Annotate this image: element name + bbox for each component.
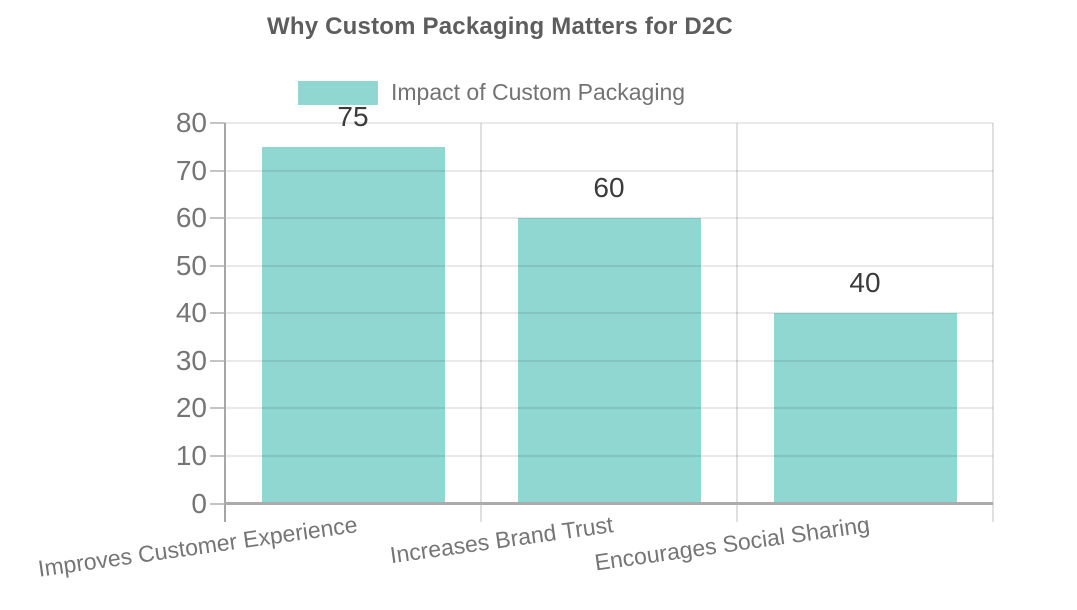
legend: Impact of Custom Packaging <box>298 79 685 106</box>
gridline-horizontal <box>211 169 993 172</box>
y-axis-tick <box>210 359 225 362</box>
legend-label: Impact of Custom Packaging <box>391 79 686 105</box>
gridline-horizontal <box>211 312 993 315</box>
y-axis-tick <box>210 407 225 410</box>
y-axis-tick <box>210 217 225 220</box>
bar-value-label: 75 <box>337 100 369 132</box>
y-axis-tick <box>210 122 225 124</box>
y-tick-label: 20 <box>175 392 207 424</box>
gridline-horizontal <box>211 264 993 267</box>
legend-swatch-icon <box>298 80 378 105</box>
y-tick-label: 10 <box>175 439 207 471</box>
y-tick-label: 30 <box>175 344 207 376</box>
chart-title: Why Custom Packaging Matters for D2C <box>267 13 733 40</box>
gridline-vertical <box>992 123 994 522</box>
y-axis-tick <box>210 264 225 267</box>
gridline-horizontal <box>211 122 993 124</box>
y-tick-label: 60 <box>175 202 207 234</box>
bar <box>261 146 445 504</box>
y-tick-label: 70 <box>175 154 207 186</box>
x-axis-line <box>224 502 993 505</box>
gridline-horizontal <box>211 454 993 457</box>
gridline-vertical <box>736 123 738 522</box>
y-axis-line <box>224 123 226 522</box>
bar-value-label: 40 <box>849 267 881 299</box>
y-axis-tick <box>210 502 225 505</box>
gridline-horizontal <box>211 407 993 410</box>
bar <box>773 313 957 504</box>
x-tick-label: Increases Brand Trust <box>388 511 615 569</box>
bar-value-label: 60 <box>593 172 625 204</box>
bar <box>517 218 701 504</box>
y-tick-label: 40 <box>175 297 207 329</box>
y-axis-tick <box>210 312 225 315</box>
gridline-horizontal <box>211 217 993 220</box>
y-tick-label: 80 <box>175 107 207 138</box>
gridline-vertical <box>480 123 482 522</box>
x-tick-label: Encourages Social Sharing <box>592 511 871 576</box>
gridline-horizontal <box>211 359 993 362</box>
x-tick-label: Improves Customer Experience <box>36 511 359 582</box>
y-tick-label: 0 <box>191 487 207 519</box>
y-axis-tick <box>210 169 225 172</box>
y-tick-label: 50 <box>175 249 207 281</box>
y-axis-tick <box>210 454 225 457</box>
